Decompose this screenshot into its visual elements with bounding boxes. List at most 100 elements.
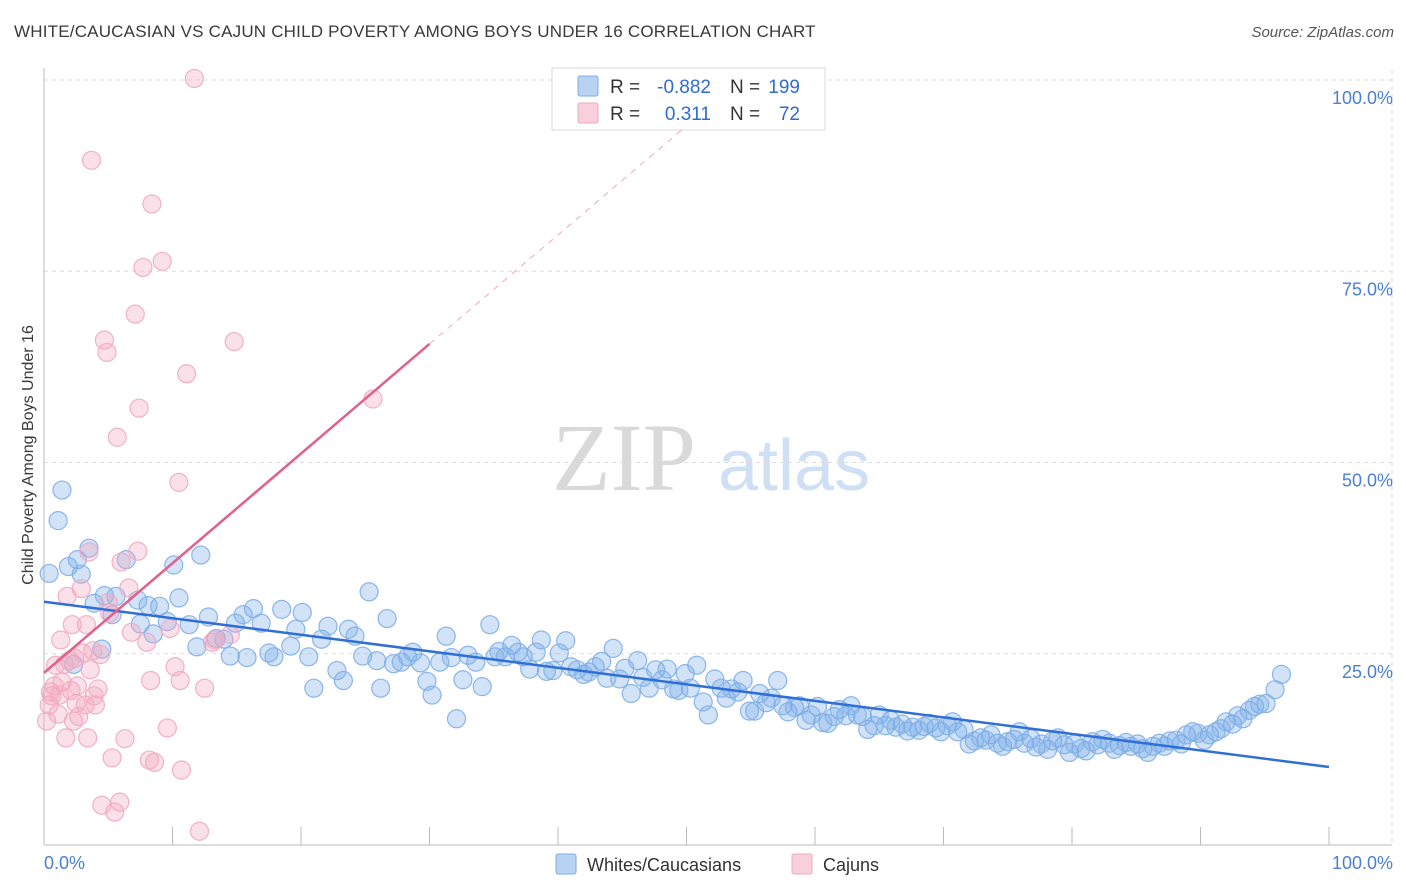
point-whites — [556, 631, 576, 651]
point-whites — [446, 709, 467, 729]
x-tick-label: 100.0% — [1332, 853, 1393, 873]
point-cajuns — [62, 615, 82, 635]
y-tick-label: 100.0% — [1332, 88, 1393, 108]
legend-label-cajuns: Cajuns — [823, 855, 879, 875]
point-whites — [1166, 730, 1186, 750]
point-whites — [359, 582, 379, 602]
point-whites — [768, 670, 788, 691]
legend-label-whites: Whites/Caucasians — [587, 855, 741, 875]
point-whites — [909, 720, 929, 740]
point-whites — [169, 588, 189, 608]
point-whites — [657, 659, 677, 679]
point-cajuns — [107, 427, 127, 447]
point-whites — [299, 647, 319, 667]
y-tick-label: 25.0% — [1342, 662, 1393, 682]
point-whites — [436, 626, 456, 646]
point-whites — [353, 646, 373, 666]
point-whites — [531, 630, 551, 650]
point-whites — [543, 660, 563, 681]
point-whites — [1031, 734, 1051, 754]
point-whites — [1228, 706, 1248, 726]
point-cajuns — [125, 304, 145, 324]
x-tick-labels: 0.0% 100.0% — [44, 853, 1393, 873]
point-whites — [698, 705, 718, 725]
point-whites — [669, 680, 689, 701]
point-cajuns — [224, 332, 244, 352]
point-whites — [410, 653, 431, 673]
point-whites — [480, 615, 500, 635]
point-whites — [687, 655, 707, 675]
y-tick-labels: 25.0% 50.0% 75.0% 100.0% — [1332, 88, 1393, 682]
point-whites — [621, 683, 641, 704]
trendline-whites — [43, 600, 1330, 769]
point-cajuns — [157, 718, 177, 738]
point-whites — [150, 596, 170, 616]
point-cajuns — [121, 622, 141, 642]
point-whites — [472, 677, 492, 697]
point-cajuns — [80, 660, 100, 680]
trendline-cajuns — [43, 342, 431, 674]
point-cajuns — [128, 541, 148, 561]
point-cajuns — [160, 618, 180, 639]
point-cajuns — [142, 194, 162, 214]
point-cajuns — [133, 257, 153, 278]
point-whites — [796, 710, 816, 730]
point-whites — [1206, 722, 1226, 742]
point-whites — [739, 701, 760, 721]
point-cajuns — [170, 670, 190, 691]
axes — [43, 68, 1392, 846]
chart-title: WHITE/CAUCASIAN VS CAJUN CHILD POVERTY A… — [14, 22, 816, 41]
point-whites — [628, 651, 648, 671]
point-whites — [48, 511, 68, 531]
point-whites — [1239, 700, 1259, 720]
point-whites — [304, 678, 324, 698]
watermark-zip: ZIP — [552, 404, 696, 511]
point-cajuns — [129, 398, 149, 418]
point-cajuns — [220, 625, 240, 645]
point-whites — [733, 670, 753, 691]
point-whites — [926, 718, 946, 738]
point-whites — [281, 636, 301, 656]
point-cajuns — [51, 630, 71, 650]
point-cajuns — [205, 630, 225, 650]
point-cajuns — [119, 578, 139, 598]
gridlines — [44, 70, 1393, 845]
point-whites — [1250, 694, 1270, 714]
trendline-cajuns-extension — [429, 125, 687, 345]
point-cajuns — [102, 748, 122, 768]
point-whites — [259, 643, 279, 663]
point-whites — [187, 637, 207, 657]
stats-legend: R = -0.882 N = 199 R = 0.311 N = 72 — [551, 67, 826, 131]
point-whites — [367, 651, 387, 671]
point-cajuns — [56, 728, 76, 748]
legend-swatch-whites — [555, 853, 577, 875]
point-cajuns — [202, 632, 222, 652]
point-cajuns — [67, 676, 88, 696]
point-cajuns — [105, 802, 125, 822]
point-whites — [377, 608, 397, 629]
point-cajuns — [171, 760, 192, 780]
stats-n-label-cajuns: N = — [730, 104, 760, 125]
point-whites — [206, 628, 226, 649]
point-cajuns — [169, 472, 189, 492]
point-whites — [264, 647, 284, 667]
legend-swatch-cajuns — [791, 853, 813, 875]
point-cajuns — [36, 711, 57, 731]
point-cajuns — [69, 706, 89, 727]
point-whites — [876, 716, 896, 736]
point-whites — [318, 616, 338, 636]
point-whites — [220, 646, 240, 666]
point-whites — [441, 647, 461, 668]
stats-n-label-whites: N = — [730, 77, 760, 98]
point-whites — [191, 545, 211, 565]
point-whites — [603, 638, 623, 658]
trend-layer — [43, 125, 1330, 769]
chart-source: Source: ZipAtlas.com — [1251, 24, 1394, 41]
point-whites — [422, 685, 442, 705]
stats-n-value-whites: 199 — [768, 77, 800, 98]
point-whites — [67, 550, 88, 570]
stats-r-label-whites: R = — [610, 77, 640, 98]
point-whites — [1026, 737, 1046, 757]
watermark-atlas: atlas — [718, 426, 870, 506]
